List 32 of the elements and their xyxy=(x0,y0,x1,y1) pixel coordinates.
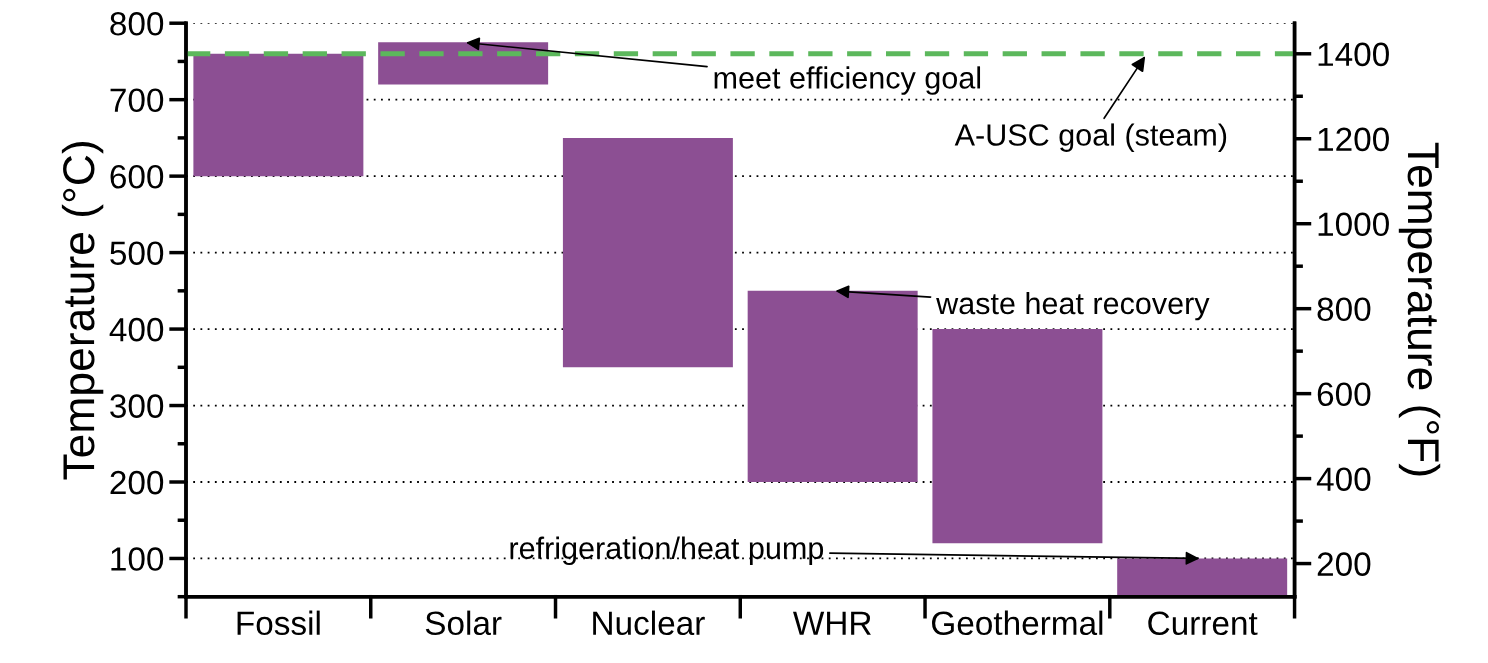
y-tick-label: 500 xyxy=(110,241,164,266)
bar xyxy=(747,290,918,482)
x-tick-label: Solar xyxy=(425,610,502,636)
y2-tick-label: 400 xyxy=(1316,467,1371,492)
ref-line-label: A-USC goal (steam) xyxy=(954,123,1227,152)
annotation: waste heat recovery xyxy=(936,291,1210,321)
annotation: meet efficiency goal xyxy=(714,66,981,95)
x-tick-label: Geothermal xyxy=(932,610,1103,636)
bar xyxy=(193,53,364,177)
y2-tick-label: 600 xyxy=(1317,382,1371,407)
bar xyxy=(562,137,733,368)
y-tick-label: 400 xyxy=(109,317,164,342)
x-tick-label: WHR xyxy=(793,611,871,635)
y-tick-label: 100 xyxy=(111,547,164,571)
bar xyxy=(932,329,1103,544)
y-tick-label: 300 xyxy=(110,394,164,418)
annotation: refrigeration/heat pump xyxy=(510,536,824,566)
bar xyxy=(1117,558,1288,597)
x-tick-label: Nuclear xyxy=(593,610,705,636)
y-tick-label: 700 xyxy=(110,88,164,113)
y2-tick-label: 1400 xyxy=(1318,42,1389,67)
y2-tick-label: 1000 xyxy=(1318,212,1389,237)
y2-tick-label: 1200 xyxy=(1318,127,1389,152)
y2-tick-label: 200 xyxy=(1317,552,1371,576)
x-tick-label: Current xyxy=(1148,611,1258,636)
y-axis-title: Temperature (°C) xyxy=(61,142,104,480)
y2-axis-title: Temperature (°F) xyxy=(1398,142,1441,476)
y-tick-label: 200 xyxy=(110,470,164,495)
y2-tick-label: 800 xyxy=(1317,297,1371,322)
x-tick-label: Fossil xyxy=(237,610,320,636)
y-tick-label: 600 xyxy=(110,164,164,189)
y-tick-label: 800 xyxy=(110,12,164,36)
